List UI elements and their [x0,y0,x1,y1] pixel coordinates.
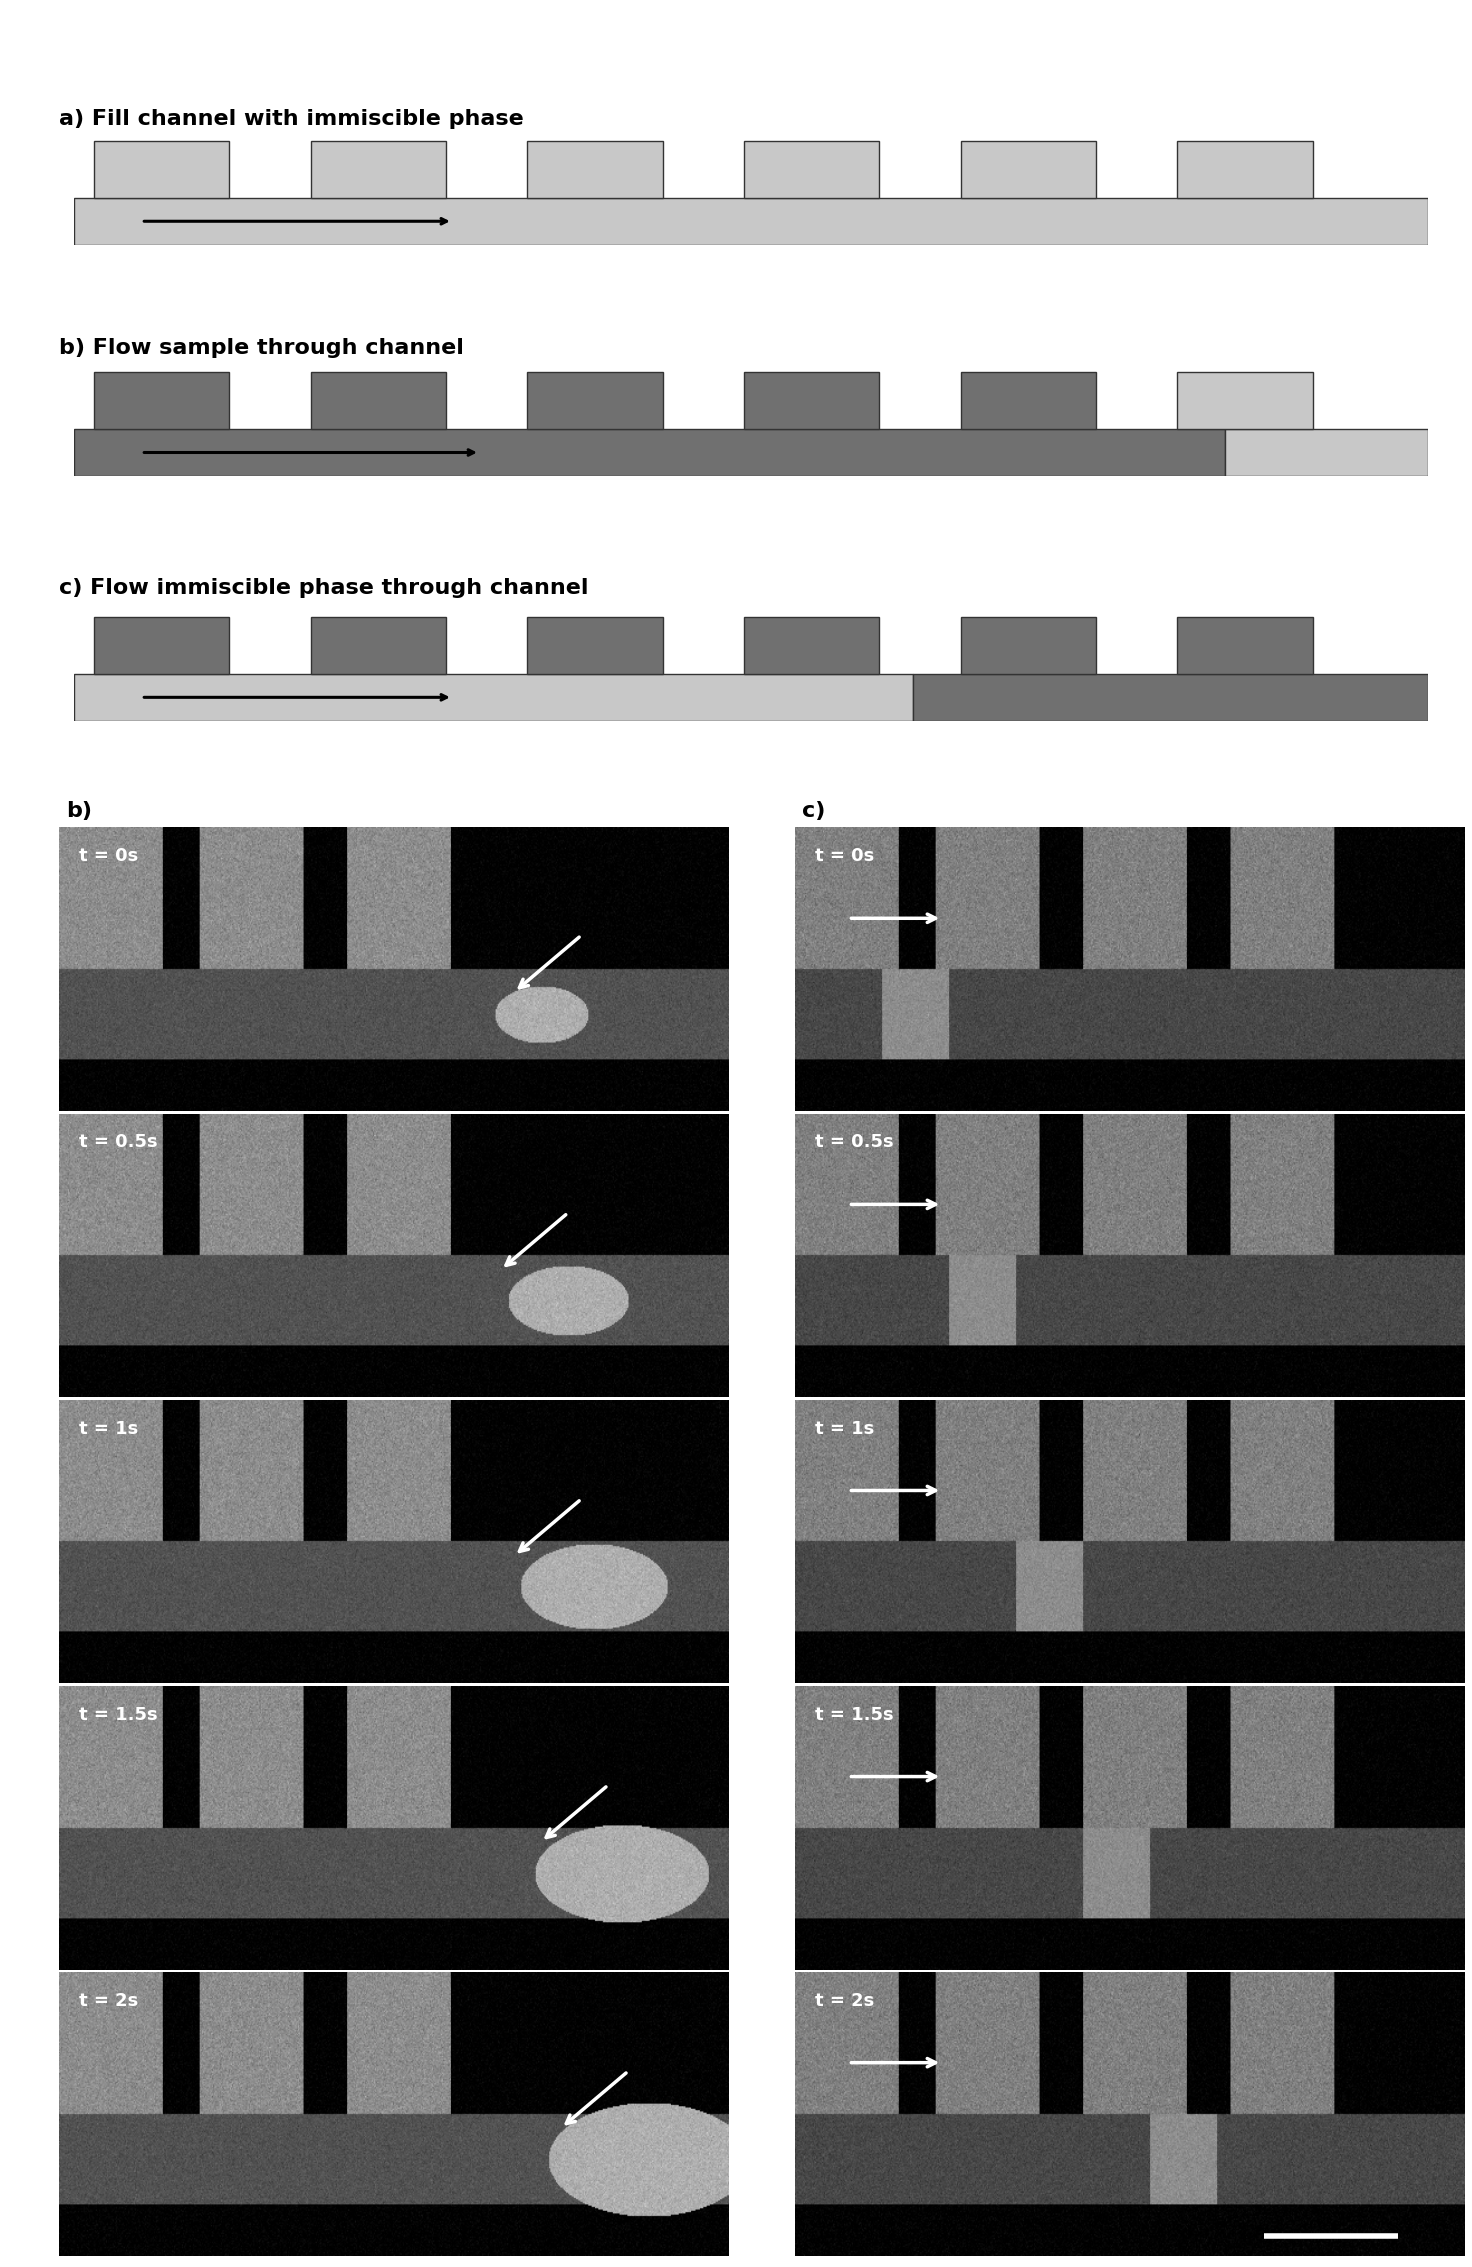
Bar [1178,141,1313,197]
Text: t = 0.5s: t = 0.5s [79,1134,158,1152]
Bar [1225,428,1428,476]
Bar [961,372,1097,428]
Text: t = 0s: t = 0s [79,848,138,866]
Text: t = 0s: t = 0s [815,848,874,866]
Bar [913,673,1428,721]
Bar [743,617,879,673]
Text: t = 1.5s: t = 1.5s [79,1705,158,1723]
Text: t = 1s: t = 1s [815,1419,874,1437]
Text: b) Flow sample through channel: b) Flow sample through channel [59,338,464,358]
Bar [1178,372,1313,428]
Bar [74,197,1428,245]
Bar [743,372,879,428]
Bar [74,673,913,721]
Bar [1178,617,1313,673]
Text: a) Fill channel with immiscible phase: a) Fill channel with immiscible phase [59,109,524,129]
Text: t = 1s: t = 1s [79,1419,138,1437]
Bar [94,617,230,673]
Text: t = 2s: t = 2s [79,1993,138,2011]
Bar [743,141,879,197]
Text: c): c) [802,800,826,821]
Text: b): b) [66,800,93,821]
Bar [527,141,662,197]
Bar [527,617,662,673]
Bar [961,617,1097,673]
Bar [527,372,662,428]
Text: t = 0.5s: t = 0.5s [815,1134,894,1152]
Bar [311,372,446,428]
Bar [961,141,1097,197]
Bar [74,428,1225,476]
Text: t = 2s: t = 2s [815,1993,874,2011]
Bar [311,617,446,673]
Bar [94,372,230,428]
Text: c) Flow immiscible phase through channel: c) Flow immiscible phase through channel [59,578,589,598]
Text: t = 1.5s: t = 1.5s [815,1705,894,1723]
Bar [311,141,446,197]
Bar [94,141,230,197]
